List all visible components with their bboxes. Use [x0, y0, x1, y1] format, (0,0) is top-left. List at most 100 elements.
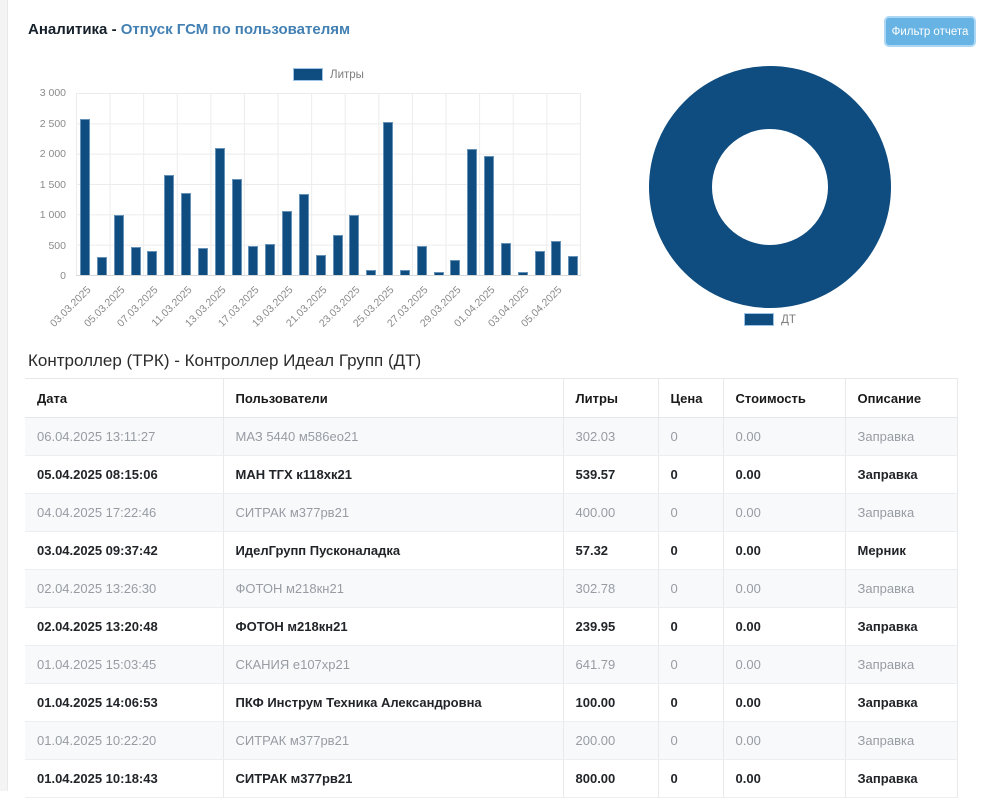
table-cell: 03.04.2025 09:37:42	[25, 531, 223, 570]
controller-section-title: Контроллер (ТРК) - Контроллер Идеал Груп…	[28, 351, 422, 370]
column-header: Пользователи	[222, 378, 563, 418]
bar[interactable]	[501, 243, 511, 275]
table-cell: 0	[657, 721, 723, 760]
bar[interactable]	[551, 241, 562, 275]
table-cell: СИТРАК м377рв21	[222, 759, 563, 798]
bar[interactable]	[433, 272, 444, 275]
bar[interactable]	[534, 251, 545, 275]
table-cell: Заправка	[844, 683, 958, 722]
table-cell: 0	[657, 493, 723, 532]
bar[interactable]	[113, 215, 124, 275]
bar[interactable]	[366, 270, 377, 275]
table-header-row: Дата Пользователи Литры Цена Стоимость Описан…	[25, 378, 958, 418]
bar[interactable]	[517, 272, 528, 275]
fuel-type-donut-chart: ДТ	[649, 66, 891, 328]
table-cell: 02.04.2025 13:20:48	[25, 607, 223, 646]
table-cell: СКАНИЯ е107хр21	[222, 645, 563, 684]
bar[interactable]	[416, 246, 427, 275]
bar[interactable]	[97, 257, 107, 275]
bar[interactable]	[214, 148, 225, 275]
bar[interactable]	[80, 119, 90, 275]
table-cell: 57.32	[562, 531, 658, 570]
bar[interactable]	[181, 193, 191, 275]
table-cell: 0	[657, 455, 723, 494]
table-cell: 0.00	[722, 531, 845, 570]
bar[interactable]	[400, 270, 410, 275]
table-cell: Заправка	[844, 493, 958, 532]
table-cell: Заправка	[844, 455, 958, 494]
column-header: Цена	[657, 378, 723, 418]
table-row: 05.04.2025 08:15:06 МАН ТГХ к118хк21 539.5…	[25, 455, 958, 494]
table-cell: 641.79	[562, 645, 658, 684]
table-cell: 01.04.2025 10:22:20	[25, 721, 223, 760]
table-cell: 0	[657, 759, 723, 798]
table-cell: 100.00	[562, 683, 658, 722]
bar-chart-y-axis: 0 500 1 000 1 500 2 000 2 500 3 000	[20, 87, 70, 282]
liters-legend-swatch-icon	[293, 68, 324, 81]
table-row: 02.04.2025 13:26:30 ФОТОН м218кн21 302.78 0…	[25, 569, 958, 608]
table-cell: Заправка	[844, 759, 958, 798]
table-cell: 0	[657, 607, 723, 646]
bar[interactable]	[332, 235, 343, 275]
table-cell: 0.00	[722, 607, 845, 646]
table-cell: 01.04.2025 10:18:43	[25, 759, 223, 798]
table-cell: 0	[657, 645, 723, 684]
table-row: 01.04.2025 14:06:53 ПКФ Инструм Техника А…	[25, 683, 958, 722]
table-cell: 800.00	[562, 759, 658, 798]
table-cell: ФОТОН м218кн21	[222, 569, 563, 608]
table-cell: 0.00	[722, 569, 845, 608]
bar[interactable]	[383, 122, 393, 275]
bar[interactable]	[349, 215, 360, 275]
bar[interactable]	[164, 175, 175, 275]
page-title-prefix: Аналитика -	[28, 21, 117, 38]
y-axis-tick-label: 0	[60, 270, 66, 282]
dispensing-table: Дата Пользователи Литры Цена Стоимость Описан…	[25, 378, 958, 798]
table-row: 01.04.2025 10:22:20 СИТРАК м377рв21 200.00…	[25, 721, 958, 760]
dt-legend-label: ДТ	[781, 313, 796, 326]
table-cell: 0	[657, 417, 723, 456]
bar[interactable]	[299, 194, 309, 275]
table-cell: 0	[657, 569, 723, 608]
table-row: 02.04.2025 13:20:48 ФОТОН м218кн21 239.95 0…	[25, 607, 958, 646]
table-cell: 01.04.2025 14:06:53	[25, 683, 223, 722]
bar[interactable]	[450, 260, 461, 275]
liters-bar-chart: Литры 0 500 1 000 1 500 2 000 2 500 3 000 03.0…	[20, 62, 581, 352]
column-header: Описание	[844, 378, 958, 418]
table-cell: 0.00	[722, 417, 845, 456]
y-axis-tick-label: 2 500	[39, 117, 66, 130]
page-title-report-name: Отпуск ГСМ по пользователям	[120, 21, 351, 38]
table-cell: 302.03	[562, 417, 658, 456]
bar[interactable]	[198, 248, 208, 275]
table-cell: 400.00	[562, 493, 658, 532]
y-axis-tick-label: 1 500	[39, 178, 66, 191]
y-axis-tick-label: 3 000	[39, 87, 66, 99]
bar[interactable]	[130, 247, 141, 275]
column-header: Литры	[562, 378, 658, 418]
bar[interactable]	[568, 256, 579, 275]
filter-report-button[interactable]: Фильтр отчета	[884, 16, 976, 47]
table-cell: МАЗ 5440 м586ео21	[222, 417, 563, 456]
table-cell: СИТРАК м377рв21	[222, 721, 563, 760]
bar[interactable]	[484, 156, 494, 275]
table-cell: ФОТОН м218кн21	[222, 607, 563, 646]
table-cell: 200.00	[562, 721, 658, 760]
bar[interactable]	[248, 246, 259, 275]
donut-ring[interactable]	[649, 66, 891, 308]
table-cell: 0.00	[722, 645, 845, 684]
bar[interactable]	[147, 251, 158, 275]
column-header: Стоимость	[722, 378, 845, 418]
table-cell: МАН ТГХ к118хк21	[222, 455, 563, 494]
bar[interactable]	[282, 211, 292, 275]
bar[interactable]	[265, 244, 276, 275]
table-cell: 0.00	[722, 721, 845, 760]
table-cell: 0.00	[722, 683, 845, 722]
table-cell: ПКФ Инструм Техника Александровна	[222, 683, 563, 722]
bar-chart-plot-area	[76, 93, 581, 276]
bar[interactable]	[231, 179, 242, 275]
bar[interactable]	[315, 255, 326, 275]
bar[interactable]	[467, 149, 478, 275]
table-cell: 0.00	[722, 759, 845, 798]
page-title: Аналитика - Отпуск ГСМ по пользователям	[28, 21, 350, 38]
y-axis-tick-label: 500	[48, 239, 66, 252]
table-cell: Мерник	[844, 531, 958, 570]
